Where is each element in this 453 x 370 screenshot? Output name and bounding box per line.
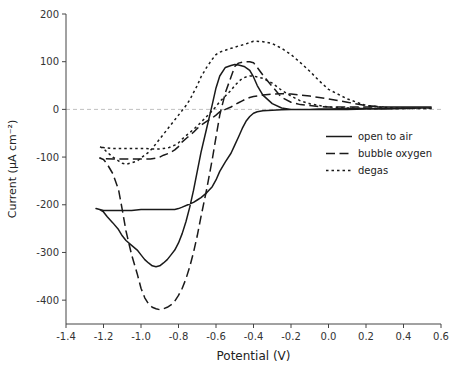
x-tick bbox=[66, 324, 67, 328]
x-tick bbox=[216, 324, 217, 328]
y-tick-label: -100 bbox=[36, 152, 59, 163]
legend-label: open to air bbox=[358, 131, 413, 142]
y-tick-label: -400 bbox=[36, 295, 59, 306]
y-tick bbox=[62, 109, 66, 110]
y-tick bbox=[62, 300, 66, 301]
y-tick-label: -300 bbox=[36, 247, 59, 258]
legend-swatch bbox=[326, 170, 352, 172]
legend-swatch bbox=[326, 136, 352, 138]
y-tick bbox=[62, 157, 66, 158]
x-tick bbox=[253, 324, 254, 328]
x-tick-label: 0.6 bbox=[433, 331, 449, 342]
x-tick bbox=[103, 324, 104, 328]
legend-label: bubble oxygen bbox=[358, 148, 432, 159]
x-tick-label: 0.4 bbox=[396, 331, 412, 342]
x-tick-label: -1.4 bbox=[56, 331, 76, 342]
x-tick bbox=[328, 324, 329, 328]
x-tick-label: -0.4 bbox=[244, 331, 264, 342]
y-tick bbox=[62, 61, 66, 62]
x-tick bbox=[291, 324, 292, 328]
legend: open to air bubble oxygen degas bbox=[326, 131, 432, 176]
x-tick-label: -0.2 bbox=[281, 331, 301, 342]
x-tick-label: 0.2 bbox=[358, 331, 374, 342]
x-tick bbox=[141, 324, 142, 328]
y-axis-line bbox=[66, 14, 67, 324]
x-tick-label: 0.0 bbox=[321, 331, 337, 342]
x-tick-label: -1.2 bbox=[94, 331, 114, 342]
series-line bbox=[100, 41, 432, 164]
y-axis-label: Current (μA cm⁻²) bbox=[6, 120, 19, 218]
x-tick-label: -0.8 bbox=[169, 331, 189, 342]
y-tick-label: 200 bbox=[40, 9, 59, 20]
plot-area bbox=[66, 41, 441, 310]
legend-label: degas bbox=[358, 165, 388, 176]
y-tick bbox=[62, 252, 66, 253]
y-tick-label: -200 bbox=[36, 199, 59, 210]
x-tick bbox=[441, 324, 442, 328]
x-tick-label: -0.6 bbox=[206, 331, 226, 342]
chart: -1.4 -1.2 -1.0 -0.8 -0.6 -0.4 -0.2 0.0 0.2 0.4 0.6… bbox=[0, 0, 453, 370]
y-tick-label: 0 bbox=[53, 104, 59, 115]
x-tick bbox=[403, 324, 404, 328]
axes: -1.4 -1.2 -1.0 -0.8 -0.6 -0.4 -0.2 0.0 0.2 0.4 0.6… bbox=[36, 9, 449, 343]
x-tick bbox=[366, 324, 367, 328]
y-tick bbox=[62, 204, 66, 205]
y-tick bbox=[62, 14, 66, 15]
legend-swatch bbox=[326, 153, 352, 155]
y-tick-label: 100 bbox=[40, 56, 59, 67]
x-axis-label: Potential (V) bbox=[217, 349, 291, 363]
x-tick-label: -1.0 bbox=[131, 331, 151, 342]
x-tick bbox=[178, 324, 179, 328]
series-line bbox=[100, 62, 432, 310]
